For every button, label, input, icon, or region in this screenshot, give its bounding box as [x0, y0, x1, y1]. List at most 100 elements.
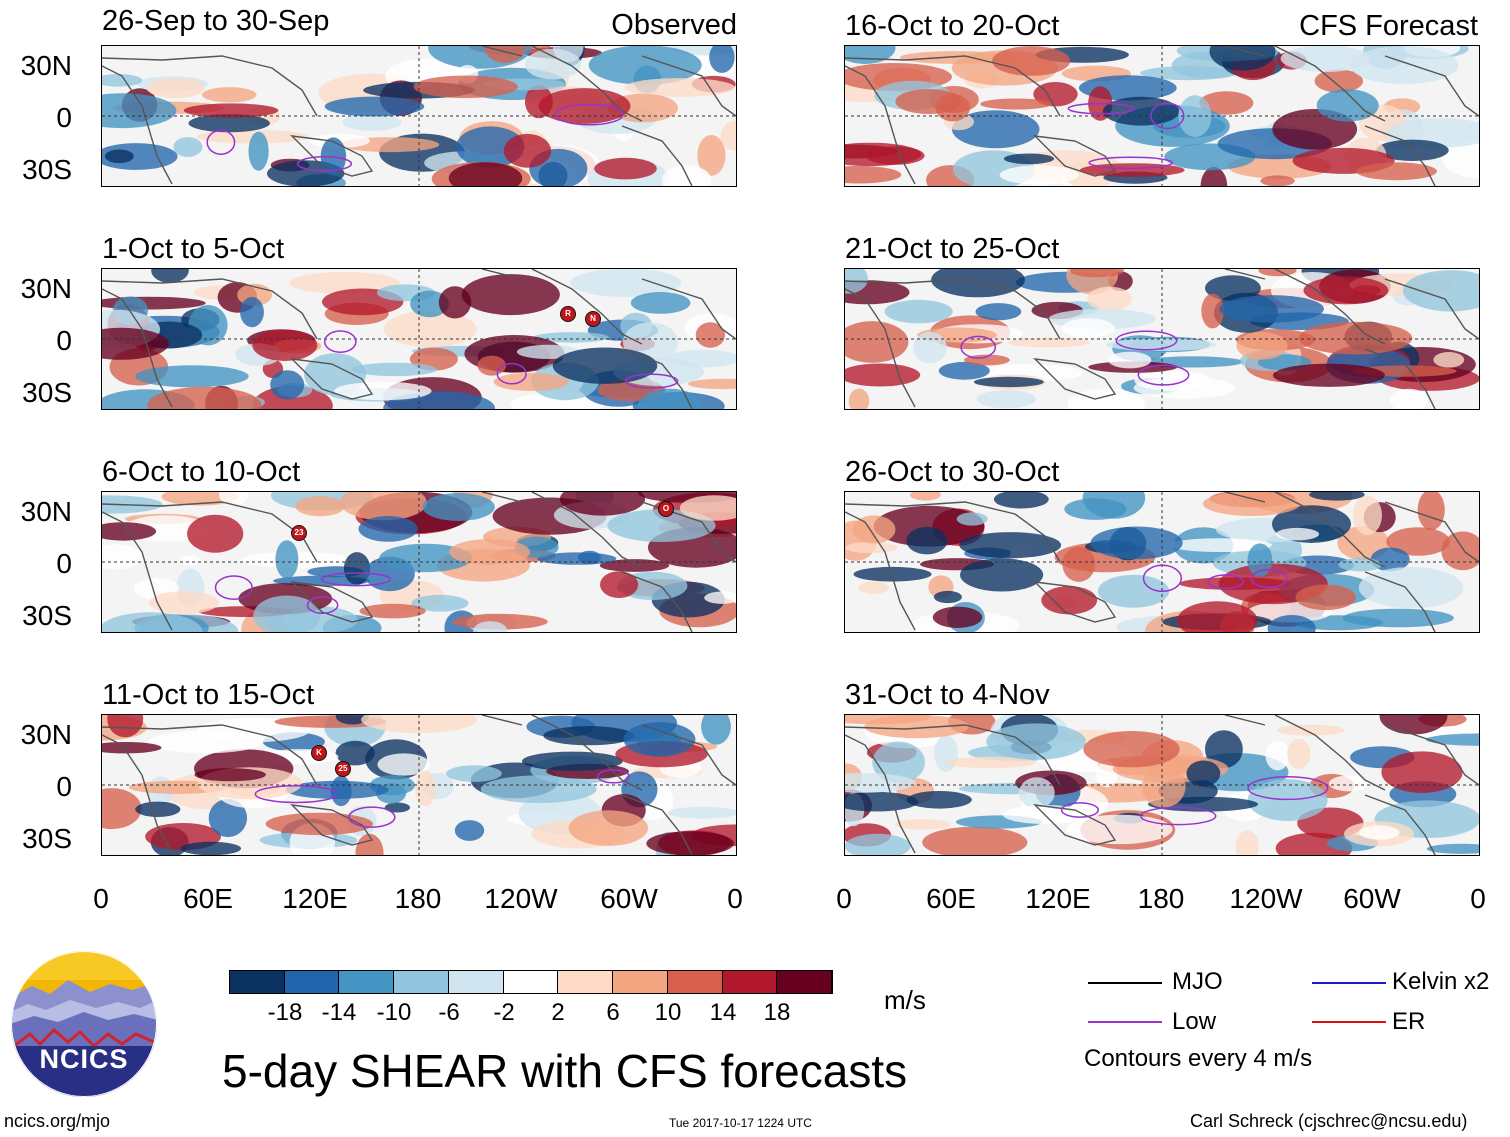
colorbar-swatch	[667, 971, 723, 993]
coastline	[102, 278, 318, 340]
colorbar-tick: -2	[493, 999, 515, 1026]
low-contour	[214, 575, 253, 600]
panel-title-obs-2: 1-Oct to 5-Oct	[102, 233, 285, 265]
coastline	[102, 55, 318, 117]
coastline	[481, 46, 523, 57]
low-contour	[1142, 564, 1183, 593]
colorbar-swatch	[503, 971, 559, 993]
panel-title-obs-3: 6-Oct to 10-Oct	[102, 456, 301, 488]
coastline	[621, 125, 693, 186]
coastline	[1384, 55, 1479, 117]
low-contour	[254, 784, 338, 804]
coastline	[102, 65, 173, 185]
observed-tag: Observed	[611, 9, 737, 41]
coastline	[531, 46, 643, 122]
colorbar-swatch	[777, 971, 833, 993]
shear-field	[845, 46, 1479, 186]
lon-label-180: 180	[394, 883, 442, 914]
footer-url: ncics.org/mjo	[4, 1111, 111, 1131]
lat-label-30n: 30N	[20, 273, 72, 304]
coastline	[102, 511, 173, 631]
storm-marker: O	[658, 501, 674, 517]
lat-label-30n: 30N	[20, 719, 72, 750]
low-contour	[1139, 806, 1217, 826]
low-contour	[206, 129, 236, 155]
coastline	[531, 715, 643, 791]
logo-text: NCICS	[39, 1044, 129, 1074]
lat-label-30n: 30N	[20, 50, 72, 81]
coastline	[1033, 804, 1117, 846]
low-contour	[306, 596, 339, 615]
coastline	[845, 65, 916, 185]
map-panel-obs-2	[101, 268, 737, 410]
coastline	[1033, 358, 1117, 400]
lat-label-eq: 0	[56, 102, 72, 133]
coastline	[531, 492, 643, 568]
low-contour	[496, 362, 527, 385]
panel-title-fc-3: 26-Oct to 30-Oct	[845, 456, 1060, 488]
colorbar-swatch	[558, 971, 614, 993]
coastline	[641, 278, 736, 340]
storm-marker: K	[311, 745, 327, 761]
colorbar-tick: 2	[551, 999, 565, 1026]
ncics-logo: NCICS	[10, 950, 158, 1098]
colorbar-tick: 10	[654, 999, 682, 1026]
coastline	[1274, 269, 1386, 345]
coastline	[1224, 492, 1266, 503]
low-contour	[1150, 102, 1185, 130]
coastline	[102, 724, 318, 786]
footer-credit: Carl Schreck (cjschrec@ncsu.edu)	[1190, 1111, 1468, 1131]
coastline	[290, 804, 374, 846]
coastline	[102, 501, 318, 563]
coastline	[621, 794, 693, 855]
coastline	[1033, 581, 1117, 623]
shear-field	[845, 492, 1479, 632]
lat-label-eq: 0	[56, 771, 72, 802]
lat-label-30n: 30N	[20, 496, 72, 527]
lon-label-180: 180	[1137, 883, 1185, 914]
map-panel-fc-4	[844, 714, 1480, 856]
coastline	[845, 55, 1061, 117]
lat-label-30s: 30S	[22, 154, 72, 185]
low-contour	[1115, 330, 1178, 351]
coastline	[290, 581, 374, 623]
low-contour	[597, 769, 630, 784]
lat-label-30s: 30S	[22, 823, 72, 854]
map-panel-obs-4	[101, 714, 737, 856]
colorbar-tick: 6	[606, 999, 620, 1026]
coastline	[1274, 46, 1386, 122]
coastline	[481, 269, 523, 280]
coastline	[102, 734, 173, 854]
lon-label-0-end: 0	[1470, 883, 1486, 914]
panel-title-fc-1: 16-Oct to 20-Oct	[845, 10, 1060, 42]
panel-title-fc-4: 31-Oct to 4-Nov	[845, 679, 1050, 711]
low-contour	[1088, 156, 1174, 170]
storm-marker: R	[560, 306, 576, 322]
low-contour	[554, 103, 624, 126]
low-contour	[1137, 364, 1190, 386]
colorbar-tick: -10	[376, 999, 412, 1026]
low-contour	[1060, 802, 1100, 818]
lon-label-120w: 120W	[1229, 883, 1303, 914]
coastline	[290, 135, 374, 177]
coastline	[481, 715, 523, 726]
low-contour	[321, 572, 392, 587]
lon-label-0: 0	[836, 883, 852, 914]
legend-label-mjo: MJO	[1172, 968, 1223, 995]
storm-marker: N	[585, 311, 601, 327]
coastline	[845, 278, 1061, 340]
legend-line-low	[1088, 1021, 1162, 1023]
legend-line-kelvin	[1312, 982, 1386, 984]
coastline	[845, 734, 916, 854]
panel-title-fc-2: 21-Oct to 25-Oct	[845, 233, 1060, 265]
low-contour	[296, 156, 353, 172]
lon-label-120w: 120W	[484, 883, 558, 914]
map-panel-obs-1	[101, 45, 737, 187]
coastline	[845, 724, 1061, 786]
legend-label-low: Low	[1172, 1008, 1217, 1035]
shear-field	[102, 715, 736, 855]
shear-field	[102, 269, 736, 409]
colorbar-swatch	[394, 971, 449, 993]
legend-line-mjo	[1088, 982, 1162, 984]
coastline	[1224, 46, 1266, 57]
